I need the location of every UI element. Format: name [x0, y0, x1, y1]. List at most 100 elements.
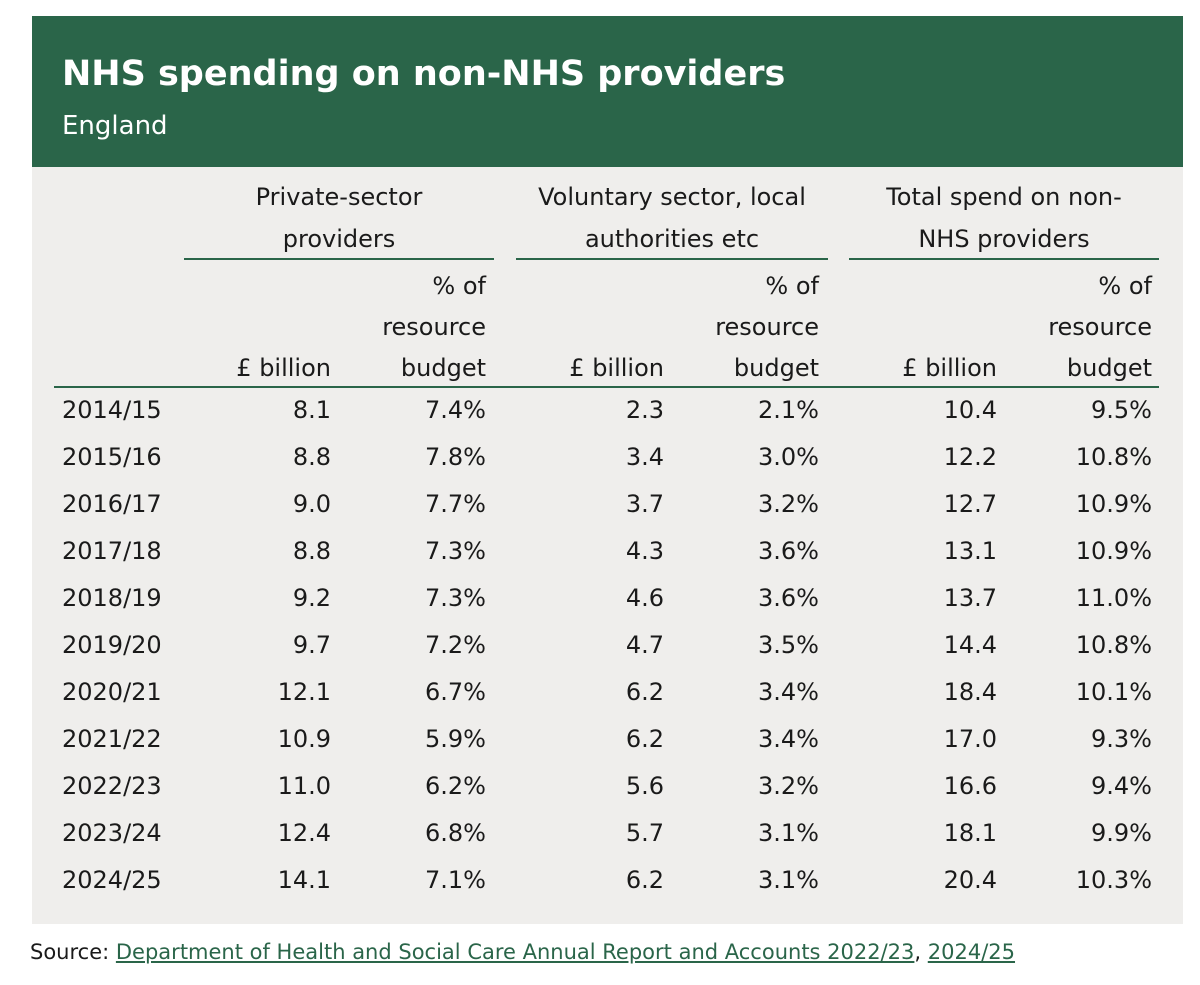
- total-billion-cell: 12.7: [943, 490, 997, 518]
- voluntary-billion-cell: 3.7: [625, 490, 664, 518]
- total-billion-cell: 10.4: [943, 396, 997, 424]
- private-pct-cell: 6.7%: [425, 678, 486, 706]
- year-cell: 2024/25: [62, 866, 162, 894]
- table-row: 2019/20 9.7 7.2% 4.7 3.5% 14.4 10.8%: [32, 622, 1183, 669]
- total-billion-cell: 14.4: [943, 631, 997, 659]
- voluntary-billion-cell: 6.2: [625, 725, 664, 753]
- group-header-line: authorities etc: [584, 225, 760, 253]
- subheader-total-pct: % of resource budget: [1048, 272, 1152, 382]
- year-cell: 2021/22: [62, 725, 162, 753]
- subheader-voluntary-billion: £ billion: [569, 354, 664, 382]
- voluntary-pct-cell: 2.1%: [758, 396, 819, 424]
- year-cell: 2020/21: [62, 678, 162, 706]
- year-cell: 2015/16: [62, 443, 162, 471]
- total-pct-cell: 11.0%: [1075, 584, 1152, 612]
- voluntary-pct-cell: 3.2%: [758, 490, 819, 518]
- group-header-line: NHS providers: [918, 225, 1090, 253]
- group-header-line: Private-sector: [255, 183, 423, 211]
- year-cell: 2016/17: [62, 490, 162, 518]
- title-banner: NHS spending on non-NHS providers Englan…: [32, 16, 1183, 167]
- voluntary-pct-cell: 3.1%: [758, 866, 819, 894]
- total-pct-cell: 10.3%: [1075, 866, 1152, 894]
- private-billion-cell: 9.7: [292, 631, 331, 659]
- total-billion-cell: 13.7: [943, 584, 997, 612]
- table-row: 2015/16 8.8 7.8% 3.4 3.0% 12.2 10.8%: [32, 434, 1183, 481]
- year-cell: 2017/18: [62, 537, 162, 565]
- total-pct-cell: 10.1%: [1075, 678, 1152, 706]
- voluntary-pct-cell: 3.0%: [758, 443, 819, 471]
- subheader-total-billion: £ billion: [902, 354, 997, 382]
- private-billion-cell: 9.2: [292, 584, 331, 612]
- year-cell: 2022/23: [62, 772, 162, 800]
- voluntary-pct-cell: 3.1%: [758, 819, 819, 847]
- group-header-voluntary: Voluntary sector, local authorities etc: [516, 176, 828, 260]
- private-pct-cell: 7.1%: [425, 866, 486, 894]
- total-pct-cell: 9.4%: [1091, 772, 1152, 800]
- table-row: 2018/19 9.2 7.3% 4.6 3.6% 13.7 11.0%: [32, 575, 1183, 622]
- voluntary-billion-cell: 2.3: [625, 396, 664, 424]
- private-pct-cell: 7.4%: [425, 396, 486, 424]
- voluntary-pct-cell: 3.6%: [758, 584, 819, 612]
- page-subtitle: England: [62, 111, 168, 141]
- table-row: 2023/24 12.4 6.8% 5.7 3.1% 18.1 9.9%: [32, 810, 1183, 857]
- table-card: NHS spending on non-NHS providers Englan…: [32, 16, 1183, 924]
- year-cell: 2018/19: [62, 584, 162, 612]
- voluntary-pct-cell: 3.4%: [758, 725, 819, 753]
- table-row: 2020/21 12.1 6.7% 6.2 3.4% 18.4 10.1%: [32, 669, 1183, 716]
- group-header-total: Total spend on non- NHS providers: [849, 176, 1159, 260]
- group-header-line: Voluntary sector, local: [538, 183, 806, 211]
- header-divider: [54, 386, 1159, 388]
- total-billion-cell: 20.4: [943, 866, 997, 894]
- total-billion-cell: 18.1: [943, 819, 997, 847]
- voluntary-pct-cell: 3.6%: [758, 537, 819, 565]
- subheader-voluntary-pct: % of resource budget: [715, 272, 819, 382]
- voluntary-billion-cell: 4.7: [625, 631, 664, 659]
- private-billion-cell: 10.9: [277, 725, 331, 753]
- subheader-private-billion: £ billion: [236, 354, 331, 382]
- voluntary-pct-cell: 3.4%: [758, 678, 819, 706]
- voluntary-billion-cell: 5.7: [625, 819, 664, 847]
- private-pct-cell: 6.2%: [425, 772, 486, 800]
- voluntary-billion-cell: 5.6: [625, 772, 664, 800]
- total-billion-cell: 18.4: [943, 678, 997, 706]
- table-row: 2014/15 8.1 7.4% 2.3 2.1% 10.4 9.5%: [32, 387, 1183, 434]
- table-row: 2016/17 9.0 7.7% 3.7 3.2% 12.7 10.9%: [32, 481, 1183, 528]
- year-cell: 2023/24: [62, 819, 162, 847]
- private-pct-cell: 7.7%: [425, 490, 486, 518]
- voluntary-billion-cell: 3.4: [625, 443, 664, 471]
- total-billion-cell: 12.2: [943, 443, 997, 471]
- private-pct-cell: 7.8%: [425, 443, 486, 471]
- group-header-line: providers: [282, 225, 396, 253]
- source-separator: ,: [914, 940, 928, 964]
- private-billion-cell: 9.0: [292, 490, 331, 518]
- private-billion-cell: 12.1: [277, 678, 331, 706]
- total-pct-cell: 10.9%: [1075, 537, 1152, 565]
- voluntary-billion-cell: 6.2: [625, 866, 664, 894]
- total-pct-cell: 9.3%: [1091, 725, 1152, 753]
- private-billion-cell: 8.8: [292, 537, 331, 565]
- total-pct-cell: 10.8%: [1075, 631, 1152, 659]
- total-pct-cell: 10.8%: [1075, 443, 1152, 471]
- year-cell: 2014/15: [62, 396, 162, 424]
- group-header-line: Total spend on non-: [886, 183, 1122, 211]
- subheader-private-pct: % of resource budget: [382, 272, 486, 382]
- private-billion-cell: 12.4: [277, 819, 331, 847]
- private-billion-cell: 14.1: [277, 866, 331, 894]
- table-row: 2024/25 14.1 7.1% 6.2 3.1% 20.4 10.3%: [32, 857, 1183, 904]
- private-pct-cell: 7.2%: [425, 631, 486, 659]
- private-billion-cell: 8.1: [292, 396, 331, 424]
- voluntary-pct-cell: 3.5%: [758, 631, 819, 659]
- private-pct-cell: 7.3%: [425, 537, 486, 565]
- year-cell: 2019/20: [62, 631, 162, 659]
- total-pct-cell: 10.9%: [1075, 490, 1152, 518]
- private-pct-cell: 6.8%: [425, 819, 486, 847]
- private-pct-cell: 5.9%: [425, 725, 486, 753]
- table-row: 2021/22 10.9 5.9% 6.2 3.4% 17.0 9.3%: [32, 716, 1183, 763]
- voluntary-billion-cell: 4.6: [625, 584, 664, 612]
- source-link-2024-25[interactable]: 2024/25: [927, 940, 1016, 964]
- source-link-annual-report[interactable]: Department of Health and Social Care Ann…: [115, 940, 915, 964]
- total-pct-cell: 9.5%: [1091, 396, 1152, 424]
- private-billion-cell: 8.8: [292, 443, 331, 471]
- private-pct-cell: 7.3%: [425, 584, 486, 612]
- private-billion-cell: 11.0: [277, 772, 331, 800]
